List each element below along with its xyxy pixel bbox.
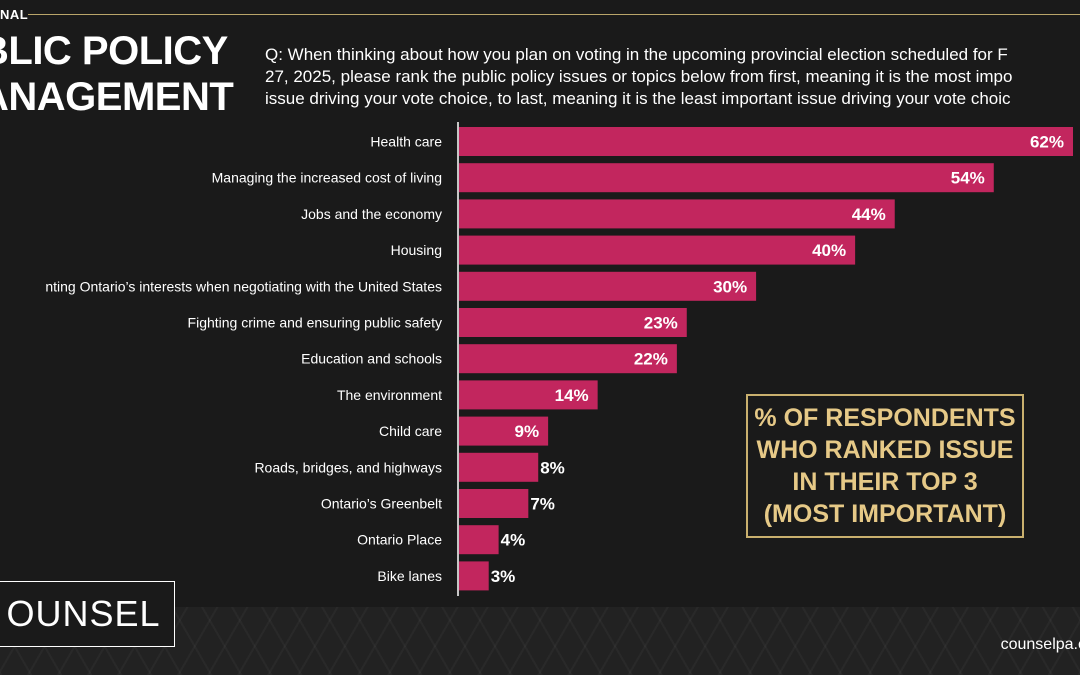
data-label: 23% — [644, 314, 678, 333]
bar — [459, 561, 489, 591]
category-label: Health care — [370, 134, 442, 150]
bar-chart: Health care 62% Managing the increased cos… — [45, 122, 1073, 596]
data-label: 40% — [812, 241, 846, 260]
title-line-1: BLIC POLICY — [0, 29, 228, 73]
data-label: 44% — [852, 205, 886, 224]
question-line-1: Q: When thinking about how you plan on v… — [265, 45, 1008, 64]
category-label: Managing the increased cost of living — [212, 170, 442, 186]
data-label: 7% — [530, 495, 555, 514]
section-label: NAL — [0, 7, 29, 22]
survey-question: Q: When thinking about how you plan on v… — [265, 44, 1080, 110]
bar — [459, 452, 539, 482]
callout-line-3: IN THEIR TOP 3 — [792, 468, 978, 496]
callout-line-2: WHO RANKED ISSUE — [756, 436, 1014, 464]
data-label: 3% — [491, 567, 516, 586]
category-label: Education and schools — [301, 351, 442, 367]
category-label: Jobs and the economy — [301, 206, 442, 222]
data-label: 54% — [951, 169, 985, 188]
metric-callout: % OF RESPONDENTS WHO RANKED ISSUE IN THE… — [746, 394, 1024, 538]
brand-logo: OUNSEL — [0, 581, 175, 647]
bar — [459, 525, 499, 555]
bar — [459, 308, 687, 337]
bar — [459, 235, 856, 265]
data-label: 62% — [1030, 133, 1064, 152]
website-link[interactable]: counselpa.c — [1000, 636, 1080, 653]
bar — [459, 380, 598, 410]
gold-divider — [28, 14, 1080, 15]
data-label: 8% — [540, 458, 565, 477]
bar — [459, 199, 895, 229]
bar — [459, 163, 994, 193]
footer-band — [0, 607, 1080, 675]
category-label: Child care — [379, 423, 442, 439]
data-label: 30% — [713, 277, 747, 296]
top-rule: NAL — [0, 7, 1080, 22]
category-label: nting Ontario’s interests when negotiati… — [45, 278, 442, 294]
data-label: 22% — [634, 350, 668, 369]
callout-line-1: % OF RESPONDENTS — [754, 404, 1016, 432]
category-label: Fighting crime and ensuring public safet… — [188, 315, 442, 331]
callout-line-4: (MOST IMPORTANT) — [763, 500, 1007, 528]
data-label: 14% — [555, 386, 589, 405]
title-line-2: ANAGEMENT — [0, 75, 234, 119]
bar — [459, 271, 757, 301]
data-label: 4% — [501, 531, 526, 550]
category-label: The environment — [337, 387, 442, 403]
data-label: 9% — [515, 422, 540, 441]
bar — [459, 127, 1073, 156]
bar — [459, 344, 677, 374]
category-label: Bike lanes — [377, 568, 442, 584]
question-line-3: issue driving your vote choice, to last,… — [265, 89, 1011, 108]
category-label: Housing — [391, 242, 442, 258]
category-label: Roads, bridges, and highways — [254, 459, 442, 475]
page-title: BLIC POLICY ANAGEMENT — [0, 28, 240, 120]
question-line-2: 27, 2025, please rank the public policy … — [265, 67, 1013, 86]
bar — [459, 416, 549, 446]
bar — [459, 489, 529, 518]
category-label: Ontario Place — [357, 532, 442, 548]
category-label: Ontario’s Greenbelt — [321, 496, 442, 512]
